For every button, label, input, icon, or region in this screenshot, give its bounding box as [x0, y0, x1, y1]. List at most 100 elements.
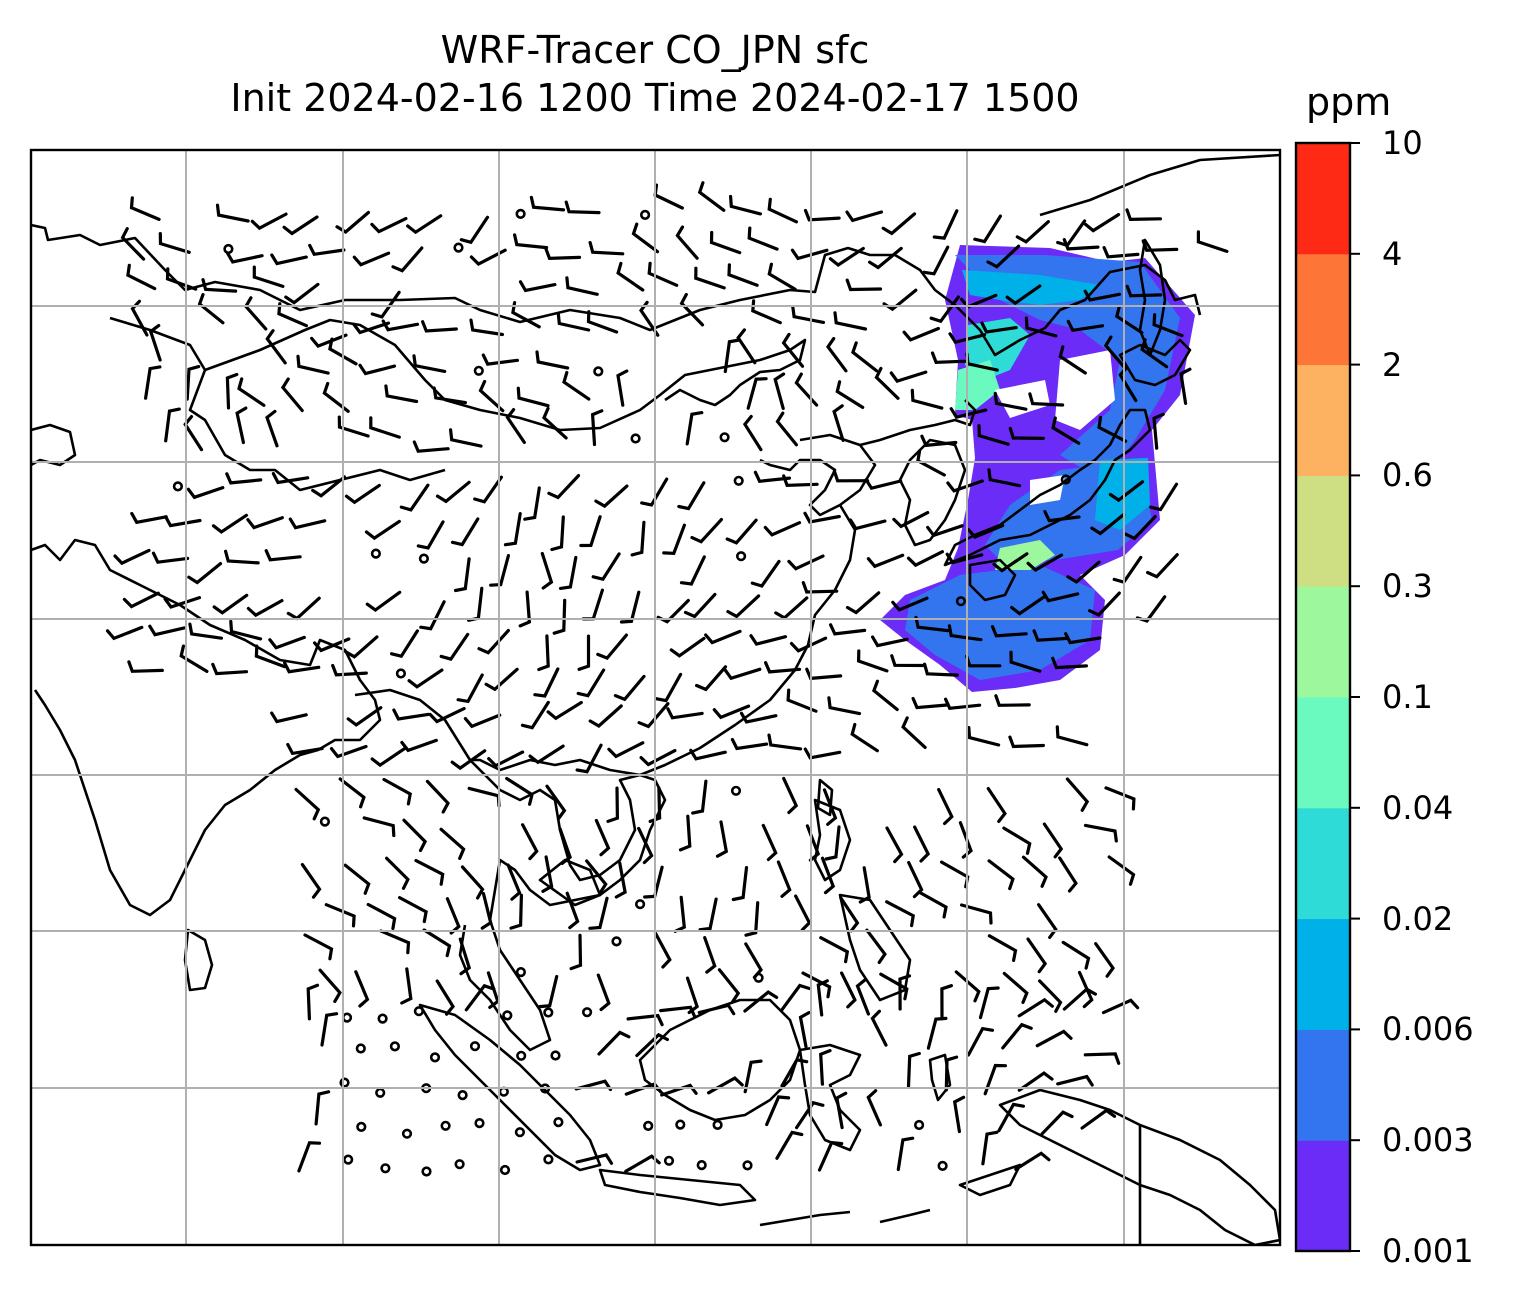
wind-barb: [540, 551, 554, 590]
wind-barb: [354, 970, 370, 1008]
wind-barb: [407, 668, 444, 689]
wind-barb: [164, 515, 202, 528]
wind-barb: [946, 479, 984, 493]
colorbar-tick-label: 0.003: [1382, 1121, 1474, 1160]
wind-barb: [151, 551, 190, 564]
wind-barb: [575, 1153, 614, 1165]
wind-barb: [835, 1091, 848, 1130]
wind-barb: [764, 661, 802, 674]
wind-barb: [691, 779, 708, 815]
calm-wind-marker: [355, 1043, 366, 1054]
calm-wind-marker: [1060, 474, 1071, 485]
colorbar-segment: [1296, 586, 1350, 698]
wind-barb: [370, 746, 407, 768]
wind-barb: [1135, 595, 1167, 623]
wind-barb: [679, 555, 706, 586]
wind-barb: [697, 1003, 736, 1016]
wind-barb: [910, 388, 944, 410]
wind-barb: [406, 214, 443, 235]
wind-barb: [683, 592, 717, 619]
wind-barb: [581, 588, 604, 621]
wind-barb: [590, 409, 604, 447]
colorbar-tick-label: 0.001: [1382, 1232, 1474, 1270]
plume-gap-1: [995, 380, 1050, 418]
wind-barb: [183, 415, 204, 452]
wind-barb: [761, 823, 778, 862]
wind-barb: [458, 937, 472, 976]
calm-wind-marker: [730, 785, 742, 796]
wind-barb: [1008, 735, 1045, 749]
map-area: [31, 150, 1280, 1245]
wind-barb: [763, 521, 802, 537]
wind-barb: [197, 293, 225, 325]
wind-barb: [637, 702, 670, 729]
wind-barb: [791, 305, 826, 324]
wind-barb: [506, 863, 522, 901]
wind-barb: [885, 826, 904, 864]
wind-barb: [993, 391, 1028, 411]
title-line-2: Init 2024-02-16 1200 Time 2024-02-17 150…: [230, 76, 1080, 120]
wind-barb: [445, 897, 461, 935]
wind-barb: [594, 484, 629, 509]
wind-barb: [250, 212, 288, 231]
wind-barb: [890, 654, 927, 668]
wind-barb: [987, 934, 1018, 962]
wind-barb: [252, 265, 285, 288]
wind-barb: [845, 210, 883, 223]
wind-barb: [126, 263, 157, 291]
wind-barb: [822, 788, 838, 826]
wind-barb: [639, 749, 677, 767]
wind-barb: [284, 282, 320, 305]
wind-barb: [1094, 942, 1115, 978]
wind-barb: [105, 625, 144, 641]
wind-barb: [588, 241, 625, 256]
wind-barb: [787, 554, 825, 571]
wind-barb: [983, 1063, 1007, 1096]
wind-barb: [1009, 650, 1042, 673]
wind-barb: [874, 366, 900, 400]
wind-barb: [866, 1089, 882, 1127]
colorbar-tick-label: 0.3: [1382, 567, 1433, 606]
wind-barb: [335, 210, 370, 234]
coast-japan-kyushu: [968, 558, 1017, 602]
wind-barb: [1112, 555, 1143, 585]
chart-title: WRF-Tracer CO_JPN sfc Init 2024-02-16 12…: [30, 26, 1280, 122]
wind-barb: [901, 716, 927, 749]
wind-barb: [421, 320, 458, 333]
wind-barb: [820, 856, 836, 895]
wind-barb: [1066, 319, 1105, 333]
wind-barb: [122, 591, 160, 609]
wind-barb: [344, 483, 381, 505]
calm-wind-marker: [543, 1154, 554, 1165]
wind-barb: [773, 372, 786, 410]
wind-barb: [370, 290, 401, 319]
wind-barb: [960, 903, 993, 925]
wind-barb: [473, 475, 503, 504]
wind-barb: [585, 859, 608, 895]
wind-barb: [885, 900, 915, 928]
wind-barb: [986, 787, 1007, 823]
wind-barb: [215, 203, 250, 223]
colorbar-segment: [1296, 364, 1350, 476]
wind-barb: [478, 379, 505, 413]
calm-wind-marker: [457, 1089, 468, 1101]
colorbar: [1294, 141, 1360, 1253]
wind-barb: [948, 332, 987, 345]
wind-barb: [709, 230, 742, 255]
wind-barb: [923, 662, 959, 677]
wind-barb: [1097, 415, 1128, 443]
wind-barb: [1062, 987, 1097, 1011]
wind-barb: [952, 1095, 966, 1134]
colorbar-unit-label: ppm: [1306, 80, 1392, 124]
wind-barb: [435, 480, 471, 504]
wind-barb: [750, 559, 781, 588]
wind-barb: [453, 557, 471, 593]
wind-barb: [270, 253, 308, 266]
wind-barb: [739, 711, 778, 724]
coast-sulawesi: [798, 1043, 862, 1152]
calm-wind-marker: [553, 1116, 564, 1128]
wind-barb: [398, 896, 428, 924]
wind-barb: [463, 713, 502, 729]
wind-barb: [666, 707, 704, 720]
